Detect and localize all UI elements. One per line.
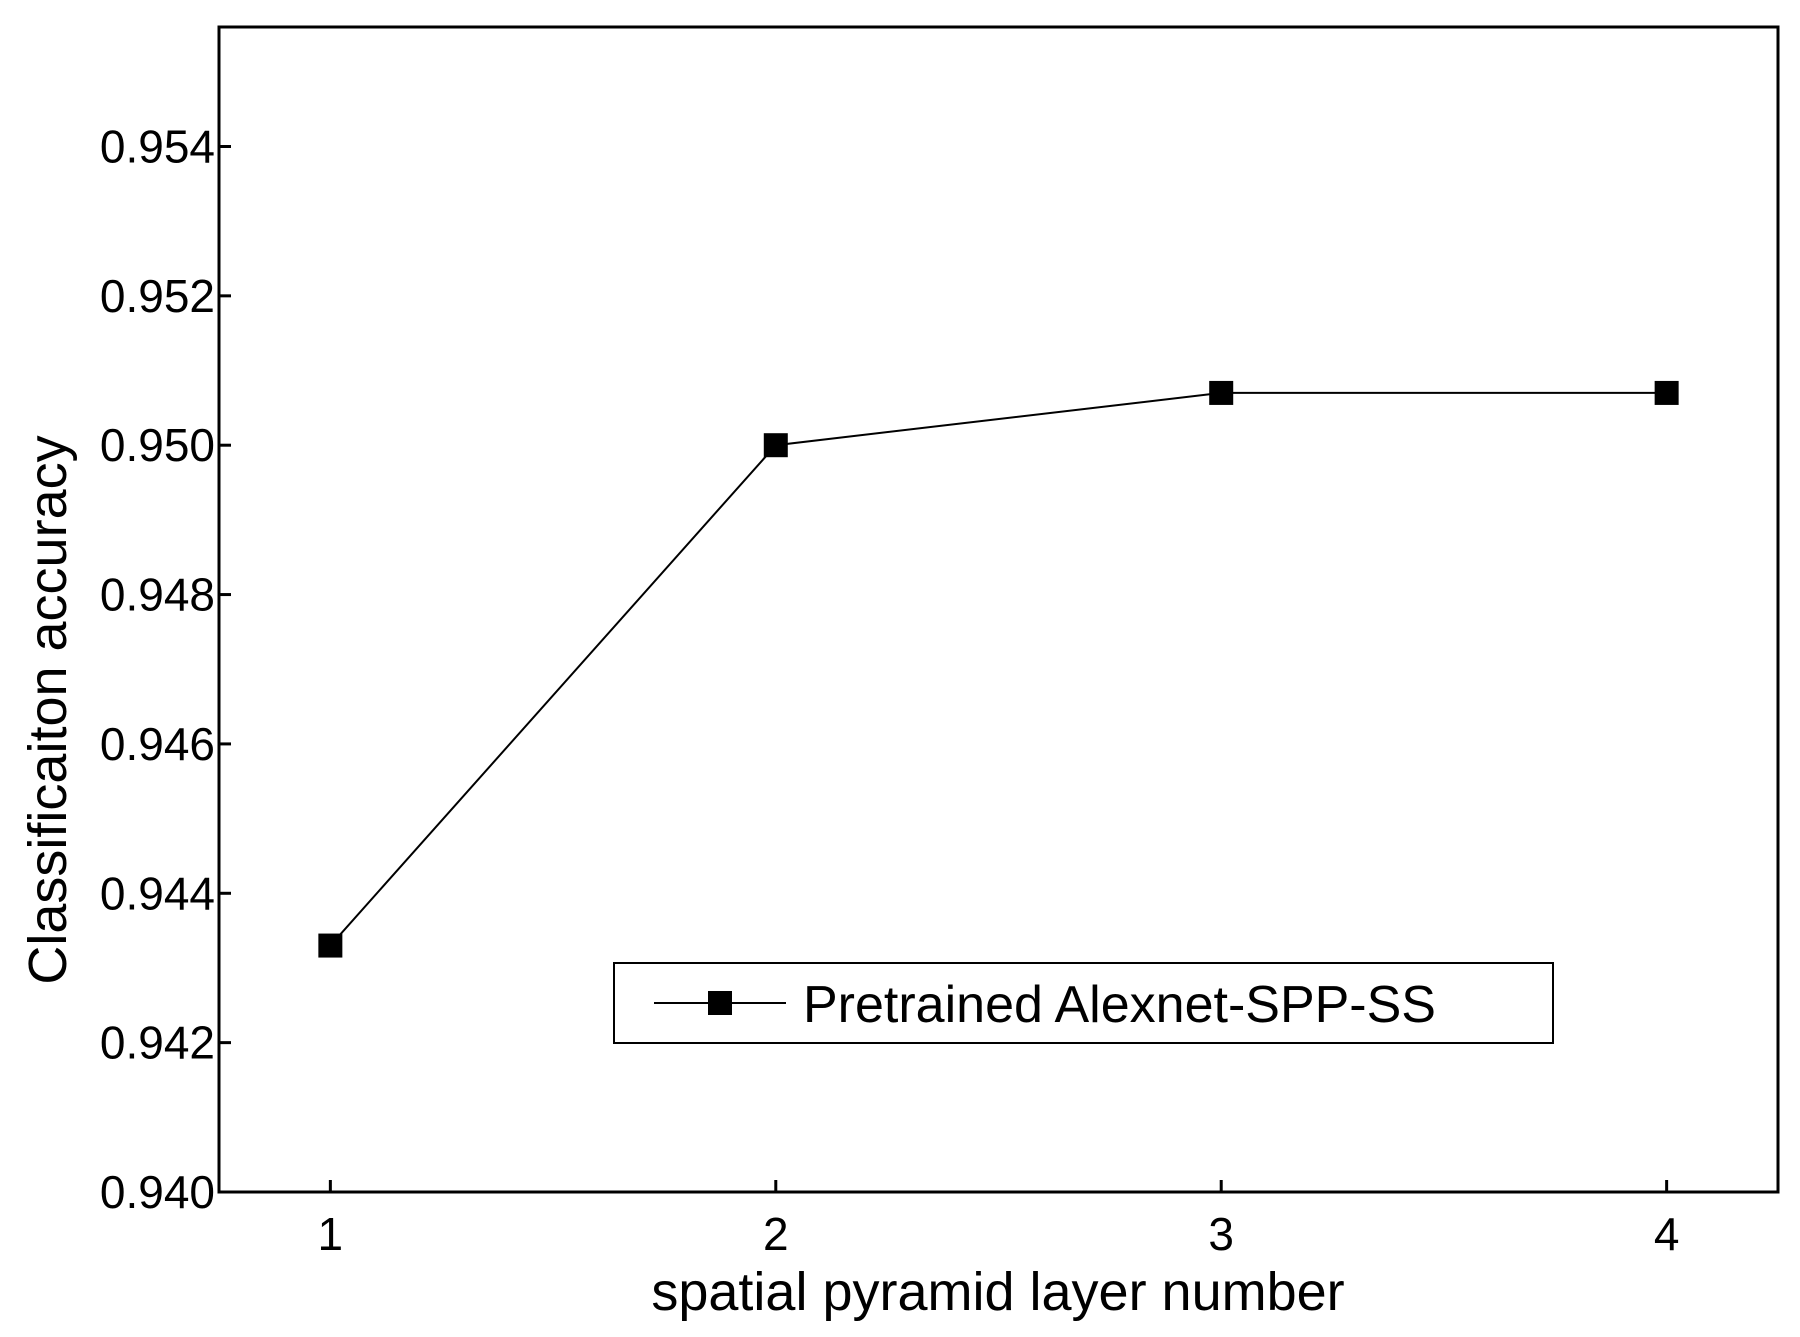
legend: Pretrained Alexnet-SPP-SS: [613, 962, 1554, 1044]
y-tick-label: 0.948: [100, 569, 215, 621]
x-axis-ticks: 1 2 3 4: [318, 1180, 1680, 1260]
data-point-marker: [1654, 380, 1679, 405]
y-tick-label: 0.946: [100, 718, 215, 770]
x-axis-title: spatial pyramid layer number: [651, 1262, 1344, 1322]
y-tick-label: 0.952: [100, 270, 215, 322]
series-line: [329, 391, 1667, 947]
plot-frame: [217, 25, 1780, 1194]
x-tick-label: 3: [1208, 1208, 1234, 1260]
data-point-marker: [763, 433, 788, 458]
data-point-marker: [1209, 380, 1234, 405]
x-tick-label: 2: [763, 1208, 789, 1260]
legend-marker-square: [708, 991, 732, 1015]
y-tick-label: 0.944: [100, 867, 215, 919]
series-layer: [318, 380, 1679, 958]
legend-label: Pretrained Alexnet-SPP-SS: [803, 976, 1436, 1034]
y-tick-label: 0.942: [100, 1017, 215, 1069]
y-axis-ticks: 0.940 0.942 0.944 0.946 0.948 0.950 0.952 0.954: [100, 120, 231, 1218]
x-tick-label: 4: [1654, 1208, 1680, 1260]
y-tick-label: 0.950: [100, 419, 215, 471]
y-tick-label: 0.954: [100, 120, 215, 172]
data-point-marker: [318, 933, 343, 958]
x-tick-label: 1: [318, 1208, 344, 1260]
y-axis-title: Classificaiton accuracy: [18, 435, 78, 984]
y-tick-label: 0.940: [100, 1166, 215, 1218]
